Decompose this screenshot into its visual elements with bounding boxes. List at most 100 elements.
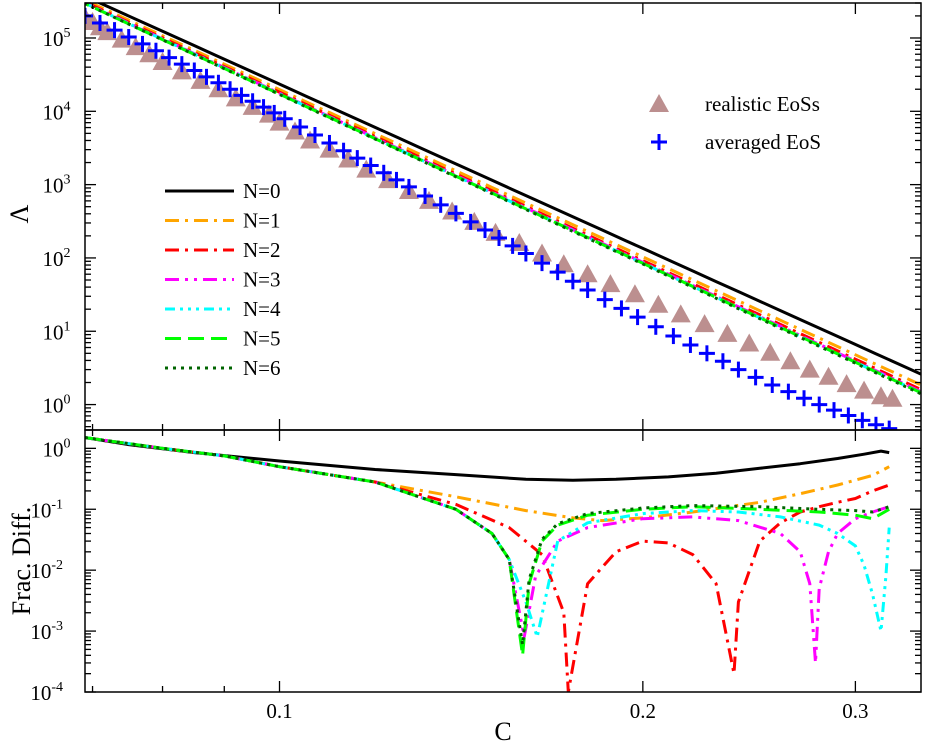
realistic-eos-point bbox=[577, 264, 598, 283]
bottom-y-tick-label: 100 bbox=[43, 436, 71, 461]
top-y-tick-label: 101 bbox=[43, 319, 71, 344]
top-y-axis-title: Λ bbox=[5, 204, 34, 223]
realistic-eos-point bbox=[300, 130, 321, 149]
averaged-eos-point bbox=[462, 213, 479, 230]
legend-marker-averaged-eos bbox=[651, 134, 667, 150]
averaged-eos-point bbox=[222, 81, 239, 98]
fit-line-n0 bbox=[96, 3, 921, 376]
averaged-eos-point bbox=[796, 390, 813, 407]
averaged-eos-point bbox=[629, 309, 646, 326]
averaged-eos-point bbox=[417, 187, 434, 204]
x-axis-title: C bbox=[494, 717, 511, 746]
realistic-eos-point bbox=[882, 388, 903, 407]
realistic-eos-point bbox=[600, 274, 621, 293]
averaged-eos-point bbox=[825, 402, 842, 419]
top-plot-area bbox=[85, 3, 921, 430]
top-y-tick-label: 104 bbox=[43, 99, 71, 124]
averaged-eos-point bbox=[375, 164, 392, 181]
bottom-y-tick-label: 10-3 bbox=[30, 619, 63, 644]
averaged-eos-point bbox=[714, 353, 731, 370]
realistic-eos-point bbox=[780, 351, 801, 370]
averaged-eos-point bbox=[106, 22, 123, 39]
realistic-eos-point bbox=[818, 366, 839, 385]
bottom-plot-frame bbox=[84, 429, 922, 693]
top-y-tick-label: 105 bbox=[43, 26, 71, 51]
top-panel: 100 101 102 103 104 105 Λ realistic EoSs avera… bbox=[5, 2, 922, 431]
diff-line-n6 bbox=[85, 436, 890, 647]
realistic-eos-point bbox=[338, 149, 359, 168]
averaged-eos-point bbox=[306, 127, 323, 144]
averaged-eos-point bbox=[91, 15, 108, 32]
realistic-eos-point bbox=[111, 29, 132, 48]
bottom-panel: 10-4 10-3 10-2 10-1 100 0.1 0.2 0.3 Frac. Diff.… bbox=[7, 429, 922, 746]
bottom-y-tick-label: 10-2 bbox=[30, 558, 63, 583]
averaged-eos-point bbox=[517, 245, 534, 262]
averaged-eos-point bbox=[432, 196, 449, 213]
averaged-eos-point bbox=[173, 56, 190, 73]
top-y-tick-label: 103 bbox=[43, 173, 71, 198]
realistic-eos-point bbox=[799, 359, 820, 378]
legend-line-label: N=3 bbox=[243, 268, 281, 292]
realistic-eos-point bbox=[739, 333, 760, 352]
legend-label: realistic EoSs bbox=[705, 92, 820, 116]
averaged-eos-point bbox=[682, 336, 699, 353]
bottom-axes: 10-4 10-3 10-2 10-1 100 0.1 0.2 0.3 bbox=[30, 429, 921, 723]
realistic-eos-point bbox=[836, 374, 857, 393]
averaged-eos-point bbox=[596, 291, 613, 308]
averaged-eos-point bbox=[881, 420, 898, 430]
averaged-eos-point bbox=[698, 345, 715, 362]
averaged-eos-point bbox=[613, 300, 630, 317]
averaged-eos-point bbox=[147, 42, 164, 59]
fit-line-n1 bbox=[87, 3, 921, 387]
averaged-eos-point bbox=[811, 396, 828, 413]
averaged-eos-point bbox=[579, 282, 596, 299]
averaged-eos-point bbox=[266, 104, 283, 121]
bottom-y-axis-title: Frac. Diff. bbox=[7, 507, 36, 616]
legend-line-label: N=4 bbox=[243, 297, 281, 321]
legend-marker-realistic-eos bbox=[649, 94, 669, 112]
averaged-eos-point bbox=[233, 87, 250, 104]
realistic-eos-point bbox=[670, 304, 691, 323]
averaged-eos-point bbox=[349, 150, 366, 167]
averaged-eos-point bbox=[867, 416, 884, 430]
diff-line-n0 bbox=[85, 436, 890, 482]
realistic-eos-point bbox=[125, 37, 146, 56]
legend-line-label: N=2 bbox=[243, 238, 281, 262]
averaged-eos-point bbox=[854, 412, 871, 429]
realistic-eos-point bbox=[648, 294, 669, 313]
realistic-eos-point bbox=[717, 323, 738, 342]
averaged-eos-point bbox=[504, 237, 521, 254]
legend-line-label: N=6 bbox=[243, 356, 281, 380]
averaged-eos-point bbox=[400, 178, 417, 195]
bottom-x-tick-label: 0.3 bbox=[842, 699, 868, 723]
averaged-eos-point bbox=[564, 273, 581, 290]
realistic-eos-point bbox=[870, 386, 891, 405]
legend-line-label: N=0 bbox=[243, 179, 281, 203]
averaged-eos-point bbox=[335, 142, 352, 159]
bottom-y-tick-label: 10-4 bbox=[30, 680, 63, 705]
bottom-y-tick-label: 10-1 bbox=[30, 497, 63, 522]
realistic-eos-point bbox=[760, 342, 781, 361]
realistic-eos-point bbox=[624, 284, 645, 303]
top-axes: 100 101 102 103 104 105 bbox=[43, 2, 921, 430]
averaged-eos-point bbox=[321, 134, 338, 151]
realistic-eos-point bbox=[694, 314, 715, 333]
averaged-eos-point bbox=[362, 157, 379, 174]
averaged-eos-point bbox=[647, 318, 664, 335]
averaged-eos-point bbox=[780, 383, 797, 400]
diff-line-n2 bbox=[85, 436, 890, 692]
realistic-eos-point bbox=[152, 52, 173, 71]
averaged-eos-point bbox=[255, 99, 272, 116]
bottom-x-tick-label: 0.1 bbox=[266, 699, 292, 723]
legend-points: realistic EoSs averaged EoS bbox=[649, 92, 821, 154]
averaged-eos-point bbox=[549, 264, 566, 281]
diff-line-n3 bbox=[85, 436, 890, 665]
realistic-eos-point bbox=[854, 380, 875, 399]
legend-label: averaged EoS bbox=[705, 130, 821, 154]
averaged-eos-point bbox=[840, 407, 857, 424]
realistic-eos-point bbox=[532, 243, 553, 262]
bottom-plot-area bbox=[85, 436, 891, 692]
realistic-eos-point bbox=[378, 170, 399, 189]
legend-lines: N=0 N=1 N=2 N=3 N=4 N=5 N=6 bbox=[165, 179, 281, 380]
